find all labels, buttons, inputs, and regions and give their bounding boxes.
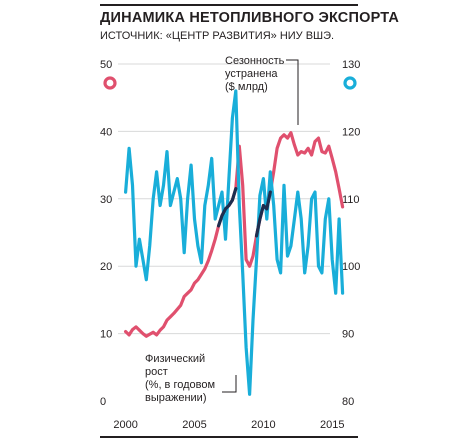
- left-tick-label: 40: [100, 126, 112, 138]
- seasonal-annotation-line: устранена: [225, 68, 278, 80]
- growth-leader-line: [222, 375, 237, 393]
- series-lines: [123, 89, 345, 396]
- growth-annotation-line: рост: [145, 366, 168, 378]
- tick-labels: 0 10 20 30 40 50 80 90 100 110 120 130 2000 2005 2010 2…: [100, 59, 360, 431]
- x-tick-label: 2000: [113, 419, 137, 431]
- seasonal-annotation-line: ($ млрд): [225, 81, 268, 93]
- right-tick-label: 100: [342, 261, 360, 273]
- growth-legend-marker: [343, 76, 357, 90]
- overlap-segment: [217, 187, 238, 228]
- bottom-rule: [100, 436, 358, 438]
- right-tick-label: 90: [342, 329, 354, 341]
- seasonal-leader-line: [286, 59, 299, 125]
- right-tick-label: 110: [342, 194, 360, 206]
- growth-series-line: [123, 89, 345, 396]
- x-tick-label: 2010: [251, 419, 275, 431]
- growth-annotation-line: Физический: [145, 353, 205, 365]
- overlap-segment: [254, 190, 272, 238]
- left-tick-label: 50: [100, 59, 112, 71]
- left-tick-label: 10: [100, 329, 112, 341]
- left-tick-label: 30: [100, 194, 112, 206]
- right-tick-label: 120: [342, 126, 360, 138]
- right-tick-label: 130: [342, 59, 360, 71]
- x-tick-label: 2015: [320, 419, 344, 431]
- top-rule: [100, 4, 358, 6]
- seasonal-annotation-line: Сезонность: [225, 55, 285, 67]
- left-tick-label: 0: [100, 396, 106, 408]
- growth-annotation-line: (%, в годовом: [145, 379, 215, 391]
- chart-title: ДИНАМИКА НЕТОПЛИВНОГО ЭКСПОРТА: [100, 10, 400, 26]
- growth-annotation-line: выражении): [145, 392, 207, 404]
- chart-source: ИСТОЧНИК: «ЦЕНТР РАЗВИТИЯ» НИУ ВШЭ.: [100, 30, 335, 42]
- x-tick-label: 2005: [182, 419, 206, 431]
- left-tick-label: 20: [100, 261, 112, 273]
- right-tick-label: 80: [342, 396, 354, 408]
- seasonal-legend-marker: [103, 76, 117, 90]
